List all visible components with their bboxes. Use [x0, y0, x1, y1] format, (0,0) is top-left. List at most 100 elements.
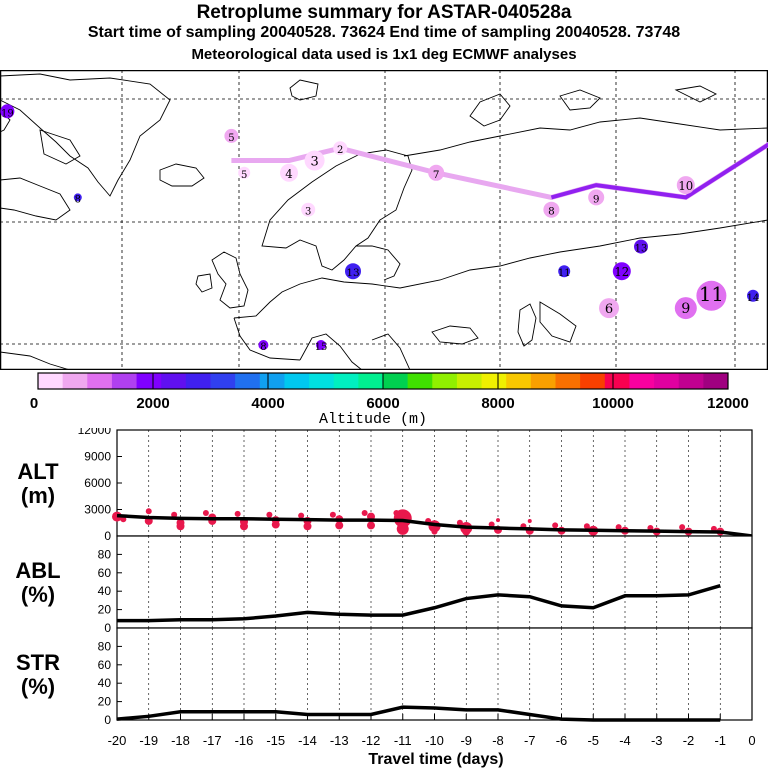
altitude-sample-point [583, 523, 590, 530]
altitude-sample-point [202, 510, 209, 517]
cluster-day-label: 11 [558, 268, 571, 279]
panel-label: ALT [17, 459, 59, 484]
cluster-day-label: 10 [678, 179, 693, 193]
x-tick-label: -8 [492, 733, 504, 748]
x-tick-label: -5 [587, 733, 599, 748]
colorbar-tick-label: 12000 [707, 395, 749, 412]
altitude-sample-point [303, 522, 312, 531]
panel-unit: (%) [21, 674, 55, 699]
cluster-day-label: 12 [614, 265, 629, 279]
plume-cluster [634, 239, 648, 254]
colorbar-tick-label: 8000 [481, 395, 514, 412]
series-line-str [116, 705, 721, 722]
colorbar-cell [383, 373, 409, 389]
plume-cluster [599, 298, 619, 319]
coastlines [0, 73, 768, 370]
colorbar-cell [87, 373, 113, 389]
sampling-times: Start time of sampling 20040528. 73624 E… [87, 24, 681, 41]
colorbar-cell [38, 373, 64, 389]
colorbar-cell [530, 373, 556, 389]
panel-label: STR [16, 650, 60, 675]
cluster-day-label: 9 [593, 193, 600, 205]
cluster-day-label: 13 [635, 244, 648, 255]
x-tick-label: -6 [556, 733, 568, 748]
x-tick-label: -17 [203, 733, 222, 748]
plume-cluster [696, 280, 727, 311]
panel-unit: (m) [21, 483, 55, 508]
y-tick-label: 12000 [78, 428, 112, 437]
plume-cluster [73, 193, 82, 202]
altitude-sample-point [176, 522, 185, 531]
met-data-note: Meteorological data used is 1x1 deg ECMW… [191, 46, 577, 63]
colorbar-cell [309, 373, 335, 389]
colorbar-tick-label: 4000 [251, 395, 284, 412]
x-tick-label: -19 [139, 733, 158, 748]
chart-title: Retroplume summary for ASTAR-040528a [196, 2, 572, 23]
x-tick-label: -10 [425, 733, 444, 748]
cluster-day-label: 14 [747, 293, 760, 304]
colorbar-cell [604, 373, 630, 389]
series-line-abl [117, 583, 721, 623]
plume-cluster [674, 297, 697, 320]
x-tick-label: -1 [714, 733, 726, 748]
y-tick-label: 3000 [84, 503, 111, 517]
x-tick-label: -14 [298, 733, 317, 748]
series-line-alt [116, 513, 753, 538]
cluster-day-label: 19 [1, 108, 14, 119]
map-frame [0, 70, 768, 370]
plume-cluster [258, 340, 269, 350]
colorbar-tick-label: 6000 [366, 395, 399, 412]
colorbar-cell [481, 373, 507, 389]
altitude-sample-point [266, 511, 273, 518]
plume-cluster [543, 201, 560, 218]
x-tick-label: -9 [460, 733, 472, 748]
panel-label: ABL [15, 558, 60, 583]
y-tick-label: 60 [98, 566, 112, 580]
altitude-sample-point [271, 520, 280, 529]
cluster-day-label: 8 [260, 342, 266, 353]
x-tick-label: -20 [108, 733, 127, 748]
cluster-day-label: 13 [346, 267, 359, 279]
altitude-sample-point [462, 527, 471, 536]
colorbar-cell [432, 373, 458, 389]
y-tick-label: 20 [98, 603, 112, 617]
altitude-sample-point [361, 510, 368, 517]
altitude-sample-point [527, 518, 532, 523]
plume-cluster [301, 202, 316, 217]
plume-cluster [558, 265, 571, 278]
x-tick-label: -2 [683, 733, 695, 748]
x-tick-label: -7 [524, 733, 536, 748]
colorbar-cell [161, 373, 187, 389]
cluster-day-label: 5 [241, 170, 247, 181]
plume-centroid-path [231, 141, 768, 201]
plume-cluster [345, 263, 361, 280]
x-tick-label: -3 [651, 733, 663, 748]
retroplume-map: 5 5 4 3 3 2 7 8 9 10 11 9 6 13 12 14 15 13 19 8 8 11 [0, 70, 768, 370]
cluster-day-label: 9 [681, 301, 690, 317]
altitude-sample-point [679, 524, 686, 531]
x-axis: -20 -19 -18 -17 -16 -15 -14 -13 -12 -11 -10 -9 -8 -7-… [108, 714, 756, 748]
altitude-sample-point [615, 524, 622, 531]
x-tick-label: -11 [394, 733, 412, 748]
colorbar-cell [235, 373, 261, 389]
y-tick-label: 80 [98, 639, 112, 653]
y-tick-label: 80 [98, 547, 112, 561]
map-gridlines [0, 70, 768, 370]
x-tick-label: -16 [235, 733, 254, 748]
colorbar-cell [185, 373, 211, 389]
cluster-day-label: 2 [337, 145, 343, 156]
colorbar-tick-label: 0 [30, 395, 38, 412]
colorbar-cell [136, 373, 162, 389]
y-tick-label: 0 [104, 621, 111, 635]
y-tick-label: 6000 [84, 476, 111, 490]
colorbar-cell [358, 373, 384, 389]
altitude-sample-point [240, 522, 248, 531]
y-tick-label: 0 [104, 713, 111, 727]
y-tick-label: 40 [98, 584, 112, 598]
altitude-sample-point [329, 511, 336, 518]
altitude-sample-point [145, 508, 152, 515]
colorbar-tick-label: 2000 [136, 395, 169, 412]
panel-str: 0 20 40 60 80 STR(%) [16, 627, 753, 727]
time-series-panels: 030006000900012000ALT(m)020406080ABL(%)0… [15, 428, 756, 768]
plume-cluster [333, 141, 348, 156]
